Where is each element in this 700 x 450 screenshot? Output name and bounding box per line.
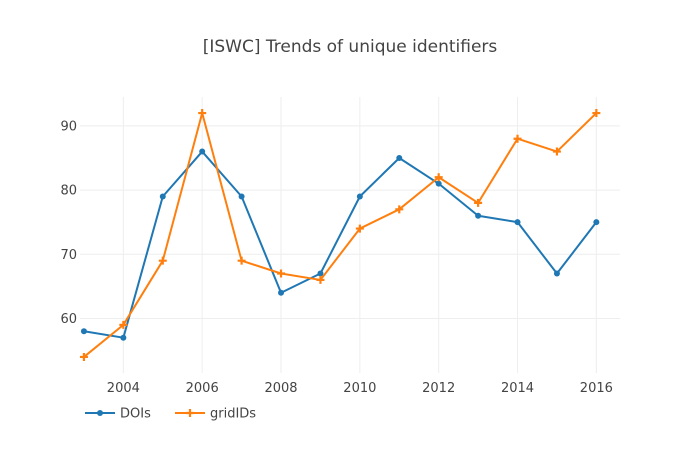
x-tick-label: 2012 [422,381,455,396]
data-point-gridids [237,256,246,265]
data-point-gridids [395,205,404,214]
data-point-gridids [158,256,167,265]
data-point-dois [435,180,442,187]
gridlines [80,97,620,373]
data-point-dois [317,270,324,277]
data-point-gridids [198,109,207,118]
legend-marker [97,410,103,416]
legend-label: gridIDs [210,407,256,422]
y-tick-label: 60 [60,312,77,327]
x-tick-label: 2016 [580,381,613,396]
plot-area [79,109,601,361]
x-tick-label: 2008 [264,381,297,396]
legend-item-gridids[interactable]: gridIDs [175,407,256,422]
data-point-dois [120,334,127,341]
legend-item-dois[interactable]: DOIs [85,407,151,422]
data-point-dois [475,212,482,219]
x-tick-label: 2010 [343,381,376,396]
data-point-gridids [119,320,128,329]
data-point-dois [356,193,363,200]
data-point-dois [80,328,87,335]
data-point-gridids [592,109,601,118]
data-point-dois [159,193,166,200]
legend-label: DOIs [120,407,151,422]
series-line-gridids [83,112,598,358]
series-dois [80,148,600,341]
data-point-dois [553,270,560,277]
data-point-gridids [316,275,325,284]
x-tick-label: 2004 [107,381,140,396]
data-point-gridids [513,134,522,143]
chart-title: [ISWC] Trends of unique identifiers [203,37,498,57]
data-point-dois [514,219,521,226]
series-gridids [79,109,601,361]
data-point-dois [396,154,403,161]
y-tick-label: 90 [60,119,77,134]
legend[interactable]: DOIs gridIDs [85,407,256,422]
data-point-dois [278,289,285,296]
data-point-gridids [474,198,483,207]
x-tick-label: 2014 [501,381,534,396]
data-point-dois [593,219,600,226]
y-axis: 60 70 80 90 [60,119,77,327]
series-line-dois [83,150,598,339]
y-tick-label: 80 [60,184,77,199]
data-point-dois [199,148,206,155]
data-point-gridids [552,147,561,156]
legend-marker [186,409,194,417]
data-point-gridids [277,269,286,278]
x-tick-label: 2006 [186,381,219,396]
data-point-gridids [434,173,443,182]
data-point-dois [238,193,245,200]
x-axis: 2004 2006 2008 2010 2012 2014 2016 [107,381,613,396]
data-point-gridids [79,352,88,361]
y-tick-label: 70 [60,248,77,263]
data-point-gridids [355,224,364,233]
